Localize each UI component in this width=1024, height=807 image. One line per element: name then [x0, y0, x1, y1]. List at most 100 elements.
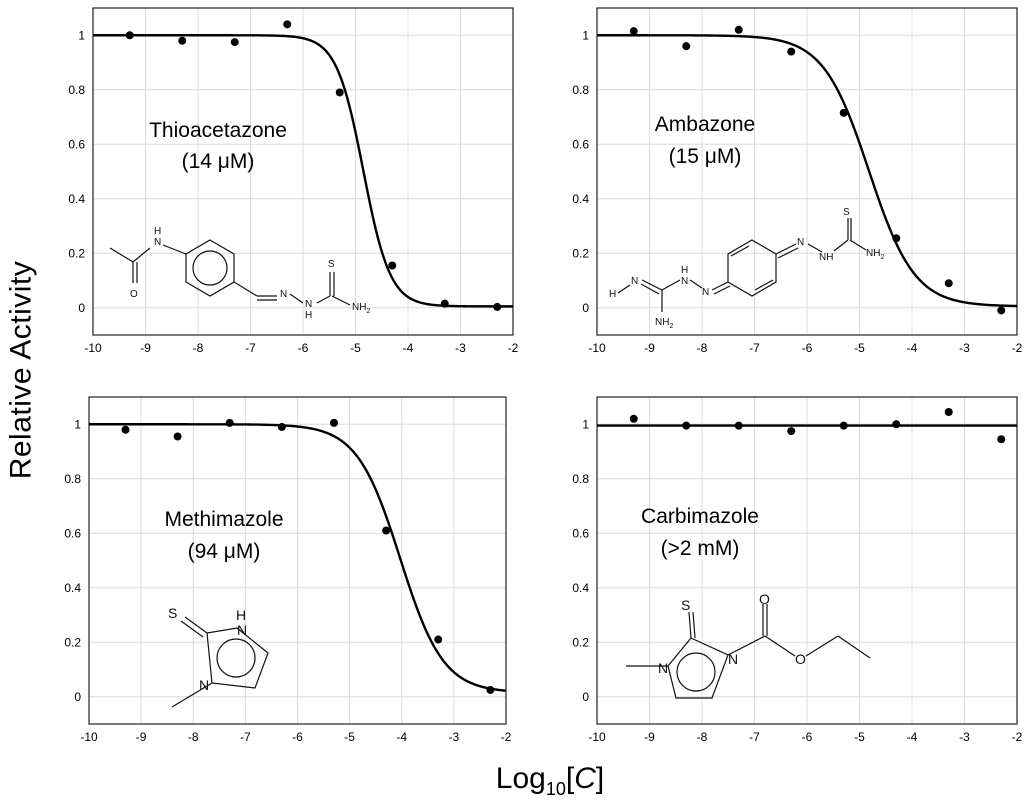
data-point — [125, 31, 134, 40]
annotation-name: Carbimazole — [641, 505, 759, 528]
y-tick-label: 1 — [78, 28, 85, 42]
data-point — [173, 432, 182, 441]
atom-n: N — [728, 651, 738, 667]
annotation-name: Methimazole — [164, 508, 283, 531]
annotation-name: Thioacetazone — [149, 119, 287, 142]
y-tick-label: 0 — [582, 690, 589, 704]
data-point — [382, 526, 391, 535]
x-tick-label: -6 — [802, 341, 813, 355]
data-point — [440, 299, 449, 308]
atom-s: S — [168, 605, 177, 621]
data-point — [629, 27, 638, 36]
x-tick-label: -4 — [396, 730, 407, 744]
x-tick-label: -5 — [344, 730, 355, 744]
y-tick-label: 0.8 — [572, 83, 589, 97]
x-tick-label: -10 — [588, 341, 606, 355]
y-tick-label: 0.8 — [572, 472, 589, 486]
data-point — [388, 261, 397, 270]
atom-n: N — [658, 660, 668, 676]
annotation-ic50: (15 μM) — [669, 145, 742, 168]
data-point — [682, 421, 691, 430]
atom-h: H — [681, 265, 688, 276]
x-tick-label: -3 — [449, 730, 460, 744]
y-tick-label: 0.4 — [68, 192, 85, 206]
data-point — [283, 20, 292, 29]
atom-nh2: NH2 — [866, 248, 884, 261]
data-point — [121, 425, 130, 434]
data-point — [434, 635, 443, 644]
x-tick-label: -8 — [193, 341, 204, 355]
y-tick-label: 0.6 — [572, 137, 589, 151]
y-tick-label: 1 — [74, 417, 81, 431]
atom-nh2: NH2 — [352, 302, 370, 315]
x-tick-label: -7 — [749, 341, 760, 355]
atom-n: N — [702, 287, 709, 298]
atom-n: N — [237, 622, 247, 638]
x-tick-label: -7 — [749, 730, 760, 744]
data-point — [787, 47, 796, 56]
y-tick-label: 0.8 — [68, 83, 85, 97]
x-tick-label: -6 — [802, 730, 813, 744]
y-tick-label: 0.4 — [572, 192, 589, 206]
data-point — [277, 422, 286, 431]
x-tick-label: -2 — [1012, 341, 1023, 355]
data-point — [486, 685, 495, 694]
data-point — [329, 418, 338, 427]
atom-h: H — [305, 310, 312, 321]
x-tick-label: -9 — [644, 730, 655, 744]
data-point — [892, 234, 901, 243]
atom-h: H — [154, 226, 161, 237]
x-tick-label: -10 — [84, 341, 102, 355]
x-axis-label: Log10[C] — [495, 762, 605, 799]
atom-n: N — [280, 289, 287, 300]
atom-s: S — [843, 207, 850, 218]
x-tick-label: -5 — [854, 730, 865, 744]
annotation-ic50: (94 μM) — [188, 540, 261, 563]
atom-s: S — [328, 259, 335, 270]
x-tick-label: -7 — [245, 341, 256, 355]
structure-thioacetazone: N H O N N H S NH2 — [109, 226, 370, 321]
y-tick-label: 0.2 — [572, 246, 589, 260]
plot-frame — [88, 396, 507, 725]
atom-h: H — [236, 607, 246, 623]
atom-nh: NH — [819, 252, 833, 263]
data-point — [892, 420, 901, 429]
y-tick-label: 0.4 — [572, 581, 589, 595]
annotation-name: Ambazone — [655, 113, 755, 136]
x-tick-label: -2 — [501, 730, 512, 744]
data-point — [178, 36, 187, 45]
data-point — [997, 306, 1006, 315]
x-tick-label: -7 — [240, 730, 251, 744]
plot-frame — [92, 7, 514, 336]
fit-curve — [89, 423, 507, 692]
data-point — [787, 427, 796, 436]
y-tick-label: 0.6 — [64, 526, 81, 540]
y-tick-label: 0.2 — [572, 635, 589, 649]
x-tick-label: -8 — [697, 341, 708, 355]
x-tick-label: -6 — [298, 341, 309, 355]
atom-n: N — [681, 276, 688, 287]
data-point — [839, 421, 848, 430]
annotation-ic50: (14 μM) — [182, 150, 255, 173]
y-tick-label: 0.6 — [572, 526, 589, 540]
data-point — [225, 418, 234, 427]
x-tick-label: -8 — [697, 730, 708, 744]
x-tick-label: -6 — [292, 730, 303, 744]
x-tick-label: -5 — [350, 341, 361, 355]
structure-methimazole: S H N N — [168, 605, 269, 708]
annotation-ic50: (>2 mM) — [661, 537, 740, 560]
data-point — [944, 279, 953, 288]
y-tick-label: 0.2 — [68, 246, 85, 260]
x-tick-label: -2 — [508, 341, 519, 355]
atom-h: H — [609, 289, 616, 300]
x-tick-label: -3 — [455, 341, 466, 355]
y-tick-label: 0.6 — [68, 137, 85, 151]
x-tick-label: -9 — [644, 341, 655, 355]
x-tick-label: -3 — [959, 730, 970, 744]
y-tick-label: 0.4 — [64, 581, 81, 595]
x-tick-label: -3 — [959, 341, 970, 355]
x-tick-label: -4 — [907, 341, 918, 355]
data-point — [839, 108, 848, 117]
x-tick-label: -9 — [136, 730, 147, 744]
